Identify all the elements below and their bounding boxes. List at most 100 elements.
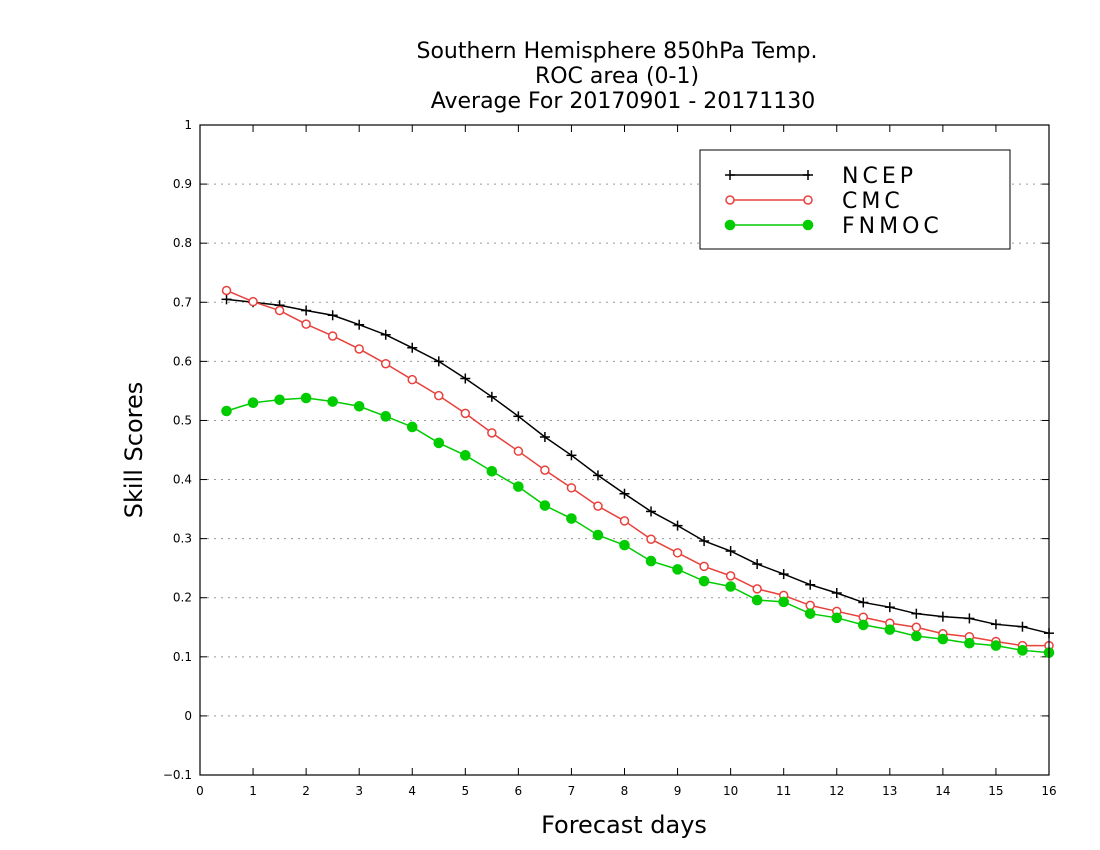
x-tick-label: 6 [515,784,523,798]
point-cmc [301,319,311,329]
point-fnmoc [327,396,338,407]
x-tick-label: 12 [829,784,844,798]
point-cmc [672,548,683,558]
point-fnmoc [884,624,896,635]
point-cmc [274,305,285,316]
x-tick-label: 10 [723,784,738,798]
point-cmc [566,483,577,493]
point-ncep [354,319,365,330]
point-fnmoc [964,637,975,649]
point-fnmoc [486,465,498,477]
y-axis-label: Skill Scores [120,382,148,519]
point-ncep [699,536,710,546]
point-ncep [221,294,232,305]
series-ncep [221,294,1054,639]
y-tick-label: 0.9 [173,177,192,191]
point-ncep [990,619,1001,630]
x-tick-label: 14 [935,784,950,798]
point-fnmoc [645,555,657,567]
point-cmc [619,516,630,526]
chart-title-line-3: Average For 20170901 - 20171130 [431,89,816,114]
point-cmc [725,571,736,581]
x-tick-label: 3 [355,784,363,798]
x-tick-label: 11 [776,784,791,798]
axis-ticks: −0.100.10.20.30.40.50.60.70.80.910 1 2 3 4 5 6… [163,118,1057,798]
point-fnmoc [778,596,789,608]
point-fnmoc [513,481,524,492]
legend-marker-fnmoc [802,219,814,231]
point-ncep [301,305,312,316]
series-line-ncep [226,298,1050,634]
point-ncep [725,546,736,557]
point-fnmoc [274,394,285,406]
legend-marker-ncep [725,170,735,180]
point-cmc [487,428,497,438]
y-tick-label: 0.1 [173,650,192,664]
y-tick-label: −0.1 [163,768,192,782]
point-ncep [592,470,603,481]
point-ncep [407,342,418,353]
point-fnmoc [911,630,922,642]
legend-label-cmc: CMC [842,189,904,214]
y-tick-label: 0.4 [173,473,192,487]
point-ncep [805,579,816,590]
point-ncep [433,356,444,367]
x-tick-label: 13 [882,784,897,798]
x-tick-label: 1 [249,784,257,798]
point-ncep [752,559,763,570]
point-cmc [380,358,391,369]
point-ncep [566,450,577,461]
point-fnmoc [300,392,312,404]
point-fnmoc [1017,645,1028,656]
legend-marker-ncep [803,170,813,180]
point-fnmoc [698,575,710,587]
point-fnmoc [725,581,736,592]
point-cmc [221,285,232,296]
point-fnmoc [672,564,683,575]
point-fnmoc [460,450,471,461]
series-fnmoc [221,392,1055,658]
legend-marker-cmc [725,195,735,205]
point-fnmoc [566,513,577,524]
x-tick-label: 2 [302,784,310,798]
point-fnmoc [221,405,232,417]
x-tick-label: 9 [674,784,682,798]
point-ncep [513,411,524,422]
point-fnmoc [751,594,763,606]
point-cmc [752,584,762,594]
chart-title-line-2: ROC area (0-1) [535,64,699,89]
x-axis-label: Forecast days [541,811,707,839]
legend-box [699,149,1011,250]
point-ncep [672,520,683,531]
point-cmc [646,534,656,544]
x-tick-label: 0 [196,784,204,798]
point-cmc [805,600,815,611]
x-tick-label: 8 [621,784,629,798]
point-ncep [380,329,391,340]
grid-lines [200,183,1049,717]
y-tick-label: 1 [184,118,192,132]
point-cmc [699,561,709,572]
point-ncep [539,432,550,442]
point-fnmoc [804,608,816,619]
point-fnmoc [380,411,392,422]
x-tick-label: 4 [408,784,416,798]
point-fnmoc [990,640,1002,651]
legend-marker-fnmoc [724,219,736,231]
point-fnmoc [937,633,949,645]
point-ncep [327,310,338,321]
point-ncep [1017,621,1028,632]
point-fnmoc [433,437,445,449]
point-cmc [248,296,258,307]
y-tick-label: 0.6 [173,354,192,368]
point-ncep [460,373,471,384]
y-tick-label: 0.3 [173,532,192,546]
point-ncep [937,611,948,622]
point-ncep [486,391,497,402]
point-cmc [407,374,417,385]
legend-marker-cmc [803,195,813,205]
point-fnmoc [247,397,259,409]
point-ncep [778,569,789,580]
y-tick-label: 0.5 [173,413,192,427]
